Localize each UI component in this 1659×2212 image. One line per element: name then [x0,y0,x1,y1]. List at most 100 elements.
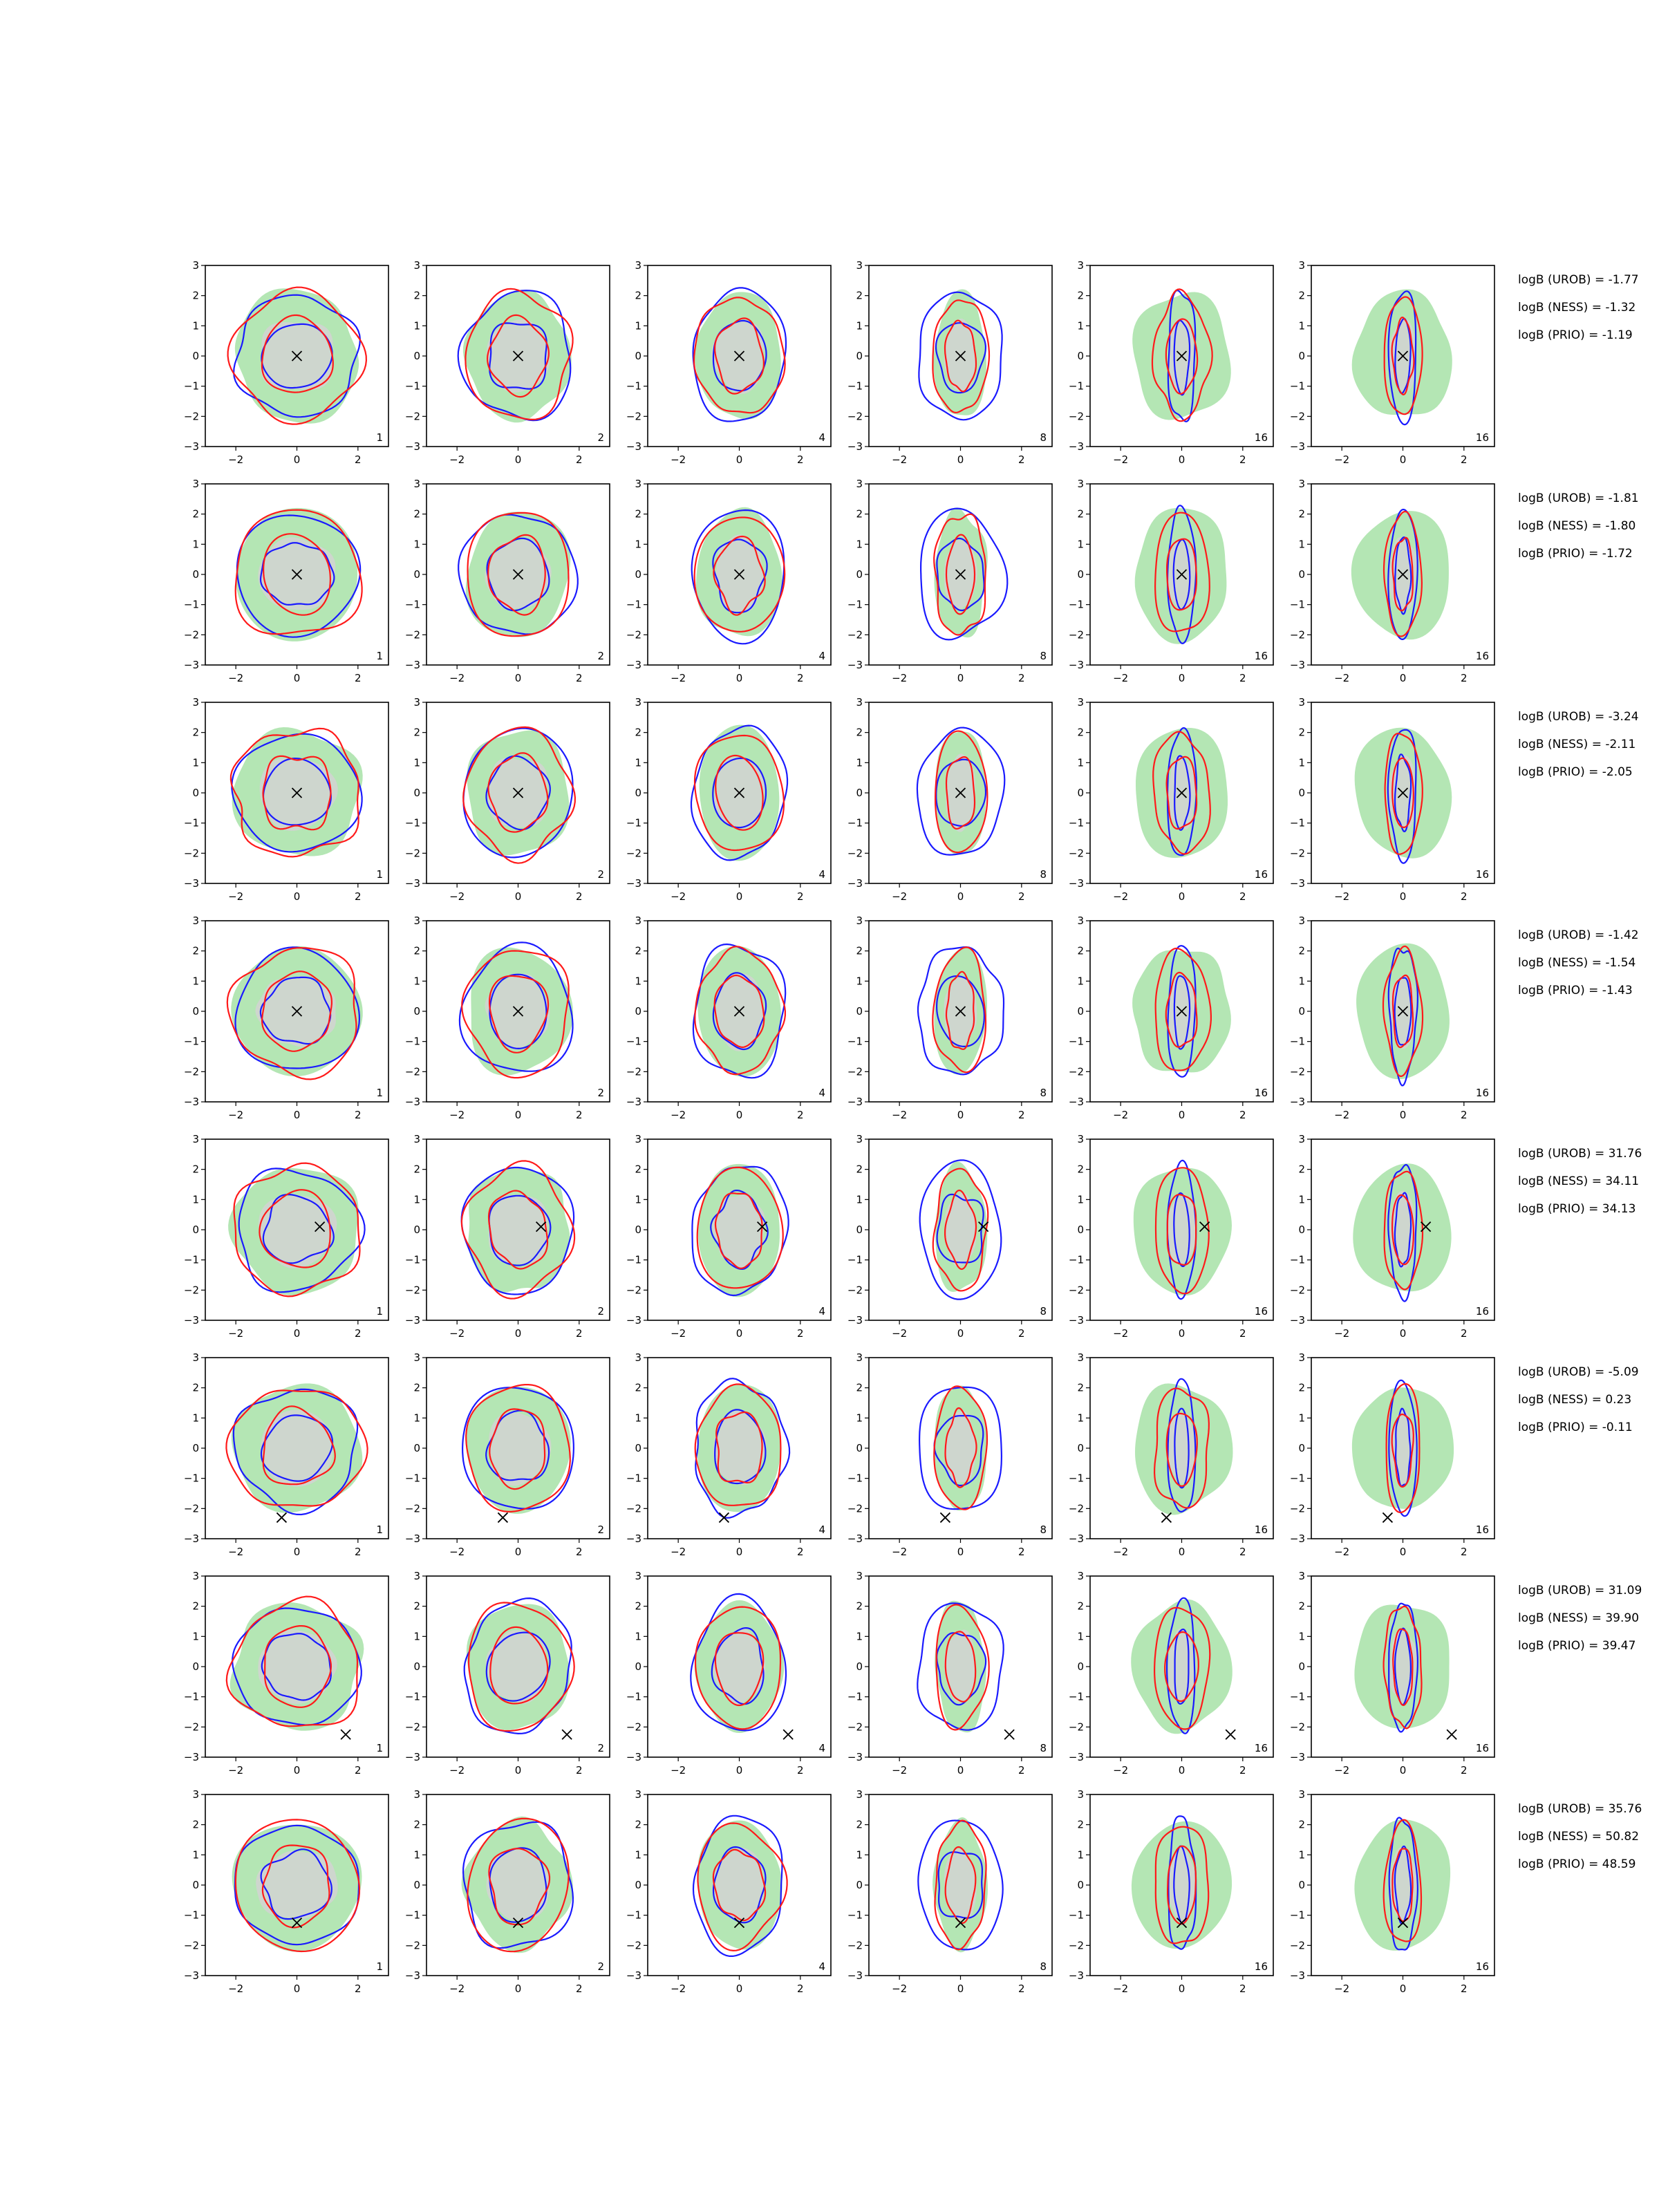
y-tick-label: −3 [626,1969,641,1982]
blue-contour-inner [937,1851,984,1919]
y-tick-label: −3 [405,1314,420,1327]
y-tick-label: 1 [413,1412,420,1424]
logb-label-row2-3: logB (PRIO) = -1.72 [1518,547,1633,561]
y-tick-label: 1 [635,319,641,332]
logb-label-row4-2: logB (NESS) = -1.54 [1518,956,1635,970]
y-tick-label: 2 [856,1819,863,1831]
y-tick-label: −3 [405,1096,420,1108]
x-tick-label: 0 [1400,1546,1407,1558]
y-tick-label: 1 [413,319,420,332]
true-value-marker [955,569,966,580]
panel-count-label: 16 [1476,1960,1489,1973]
y-tick-label: 2 [1298,1163,1305,1176]
x-tick-label: 0 [1400,1983,1407,1995]
panel-count-label: 16 [1255,1960,1268,1973]
x-tick-label: 2 [1239,672,1246,684]
y-tick-label: 1 [1298,1848,1305,1861]
blue-contour-inner [1173,975,1191,1050]
x-tick-label: 2 [576,890,583,903]
x-tick-label: 0 [957,1546,964,1558]
y-tick-label: −1 [626,1035,641,1048]
contour-group [691,507,786,645]
posterior-fill-inner [488,1195,548,1264]
blue-contour-outer [231,733,363,853]
y-tick-label: −1 [626,1254,641,1266]
panel-r1-c5: −3 −2 −1 0 1 2 3 −2 0 2 16 [1069,259,1274,466]
contour-group [1131,1815,1232,1950]
posterior-fill-inner [944,1849,977,1921]
blue-contour-inner [489,322,547,390]
panel-count-label: 16 [1255,868,1268,881]
y-tick-label: −2 [1069,1721,1084,1733]
panel-r8-c6: −3 −2 −1 0 1 2 3 −2 0 2 16 [1290,1788,1495,1995]
contour-group [690,1593,787,1733]
y-tick-label: −1 [847,1691,863,1703]
y-tick-label: −1 [847,1035,863,1048]
y-tick-label: 0 [635,787,641,799]
panel-count-label: 8 [1040,431,1047,444]
y-tick-label: 1 [192,1193,199,1206]
logb-label-row6-1: logB (UROB) = -5.09 [1518,1365,1639,1379]
contour-group [234,507,363,641]
y-tick-label: 2 [1298,1600,1305,1613]
panel-count-label: 2 [597,1960,604,1973]
blue-contour-inner [1394,1192,1412,1268]
y-tick-label: −3 [847,1751,863,1763]
red-contour-inner [1165,318,1199,395]
y-tick-label: 0 [1298,787,1305,799]
y-tick-label: 0 [1077,1660,1084,1673]
y-tick-label: 1 [1077,1848,1084,1861]
y-tick-label: 3 [635,1570,641,1582]
red-contour-inner [944,319,977,393]
contour-group [694,1378,791,1519]
y-tick-label: 2 [856,508,863,521]
red-contour-inner [261,314,334,393]
red-contour-inner [489,975,550,1053]
true-value-marker [733,787,745,798]
panel-r8-c4: −3 −2 −1 0 1 2 3 −2 0 2 8 [847,1788,1053,1995]
y-tick-label: 3 [1298,478,1305,490]
x-tick-label: 0 [515,1546,522,1558]
panel-count-label: 16 [1476,1524,1489,1536]
panel-r7-c4: −3 −2 −1 0 1 2 3 −2 0 2 8 [847,1570,1053,1777]
red-contour-inner [714,1632,765,1707]
x-tick-label: 2 [1239,1983,1246,1995]
y-tick-label: 3 [413,915,420,927]
y-tick-label: 2 [413,1819,420,1831]
y-tick-label: −1 [1069,1909,1084,1922]
red-contour-outer [1384,732,1423,855]
logb-label-row2-1: logB (UROB) = -1.81 [1518,491,1639,505]
y-tick-label: 1 [413,1630,420,1642]
y-tick-label: −1 [184,1254,199,1266]
y-tick-label: −2 [405,1502,420,1515]
y-tick-label: −1 [1290,1254,1305,1266]
y-tick-label: −3 [1290,1751,1305,1763]
true-value-marker [955,1006,966,1017]
panel-r6-c5: −3 −2 −1 0 1 2 3 −2 0 2 16 [1069,1351,1274,1558]
red-contour-outer [935,730,988,854]
panel-r2-c2: −3 −2 −1 0 1 2 3 −2 0 2 2 [405,478,610,684]
red-contour-outer [1382,945,1424,1077]
y-tick-label: 3 [192,1351,199,1364]
panel-count-label: 1 [376,650,383,662]
red-contour-inner [261,971,332,1052]
y-tick-label: −1 [847,599,863,611]
true-value-marker [955,350,966,362]
red-contour-inner [1391,536,1414,612]
contour-group [692,287,787,422]
red-contour-inner [264,1625,332,1708]
blue-contour-inner [1173,1192,1190,1267]
y-tick-label: 1 [856,1412,863,1424]
blue-contour-outer [917,946,1005,1076]
y-tick-label: −1 [626,380,641,393]
y-tick-label: −1 [184,599,199,611]
y-tick-label: 3 [1077,478,1084,490]
panel-count-label: 16 [1476,868,1489,881]
panel-r6-c2: −3 −2 −1 0 1 2 3 −2 0 2 2 [405,1351,610,1558]
logb-label-row4-3: logB (PRIO) = -1.43 [1518,984,1633,997]
y-tick-label: −1 [1069,1035,1084,1048]
y-tick-label: 2 [856,290,863,302]
red-contour-inner [944,1846,977,1924]
y-tick-label: −3 [847,440,863,453]
red-contour-inner [945,971,975,1051]
